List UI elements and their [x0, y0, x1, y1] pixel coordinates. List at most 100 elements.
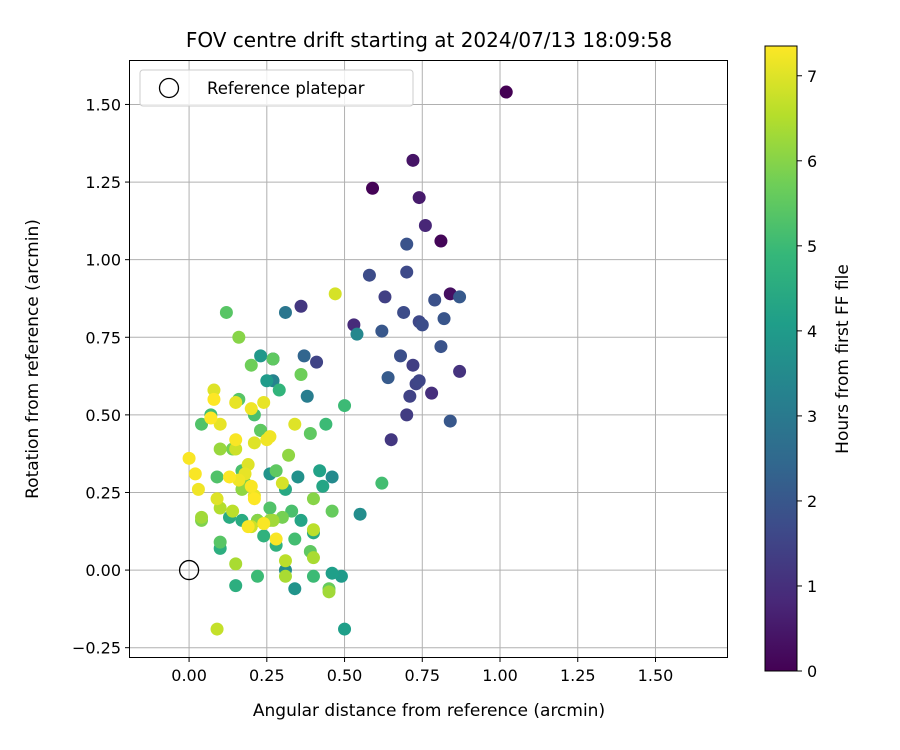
data-point [381, 371, 395, 385]
data-point [294, 513, 308, 527]
grid-lines [130, 61, 727, 657]
y-tick-label: −0.25 [72, 639, 121, 658]
data-point [338, 399, 352, 413]
data-point [260, 374, 274, 388]
data-point [412, 191, 426, 205]
data-point [300, 389, 314, 403]
data-point [247, 436, 261, 450]
data-point [250, 569, 264, 583]
data-point [378, 290, 392, 304]
reference-marker-layer [178, 559, 200, 581]
data-point [322, 585, 336, 599]
data-point [213, 417, 227, 431]
data-point [244, 402, 258, 416]
data-point [195, 417, 209, 431]
x-tick-label: 0.50 [327, 666, 363, 685]
x-tick-label: 0.00 [171, 666, 207, 685]
data-point [415, 318, 429, 332]
legend-reference-marker [158, 77, 180, 99]
data-point [400, 237, 414, 251]
data-point [257, 517, 271, 531]
data-point [229, 557, 243, 571]
data-point [328, 287, 342, 301]
y-tick-label: 0.50 [85, 406, 121, 425]
data-point [394, 349, 408, 363]
data-point [272, 383, 286, 397]
colorbar-tick-label: 7 [807, 67, 817, 86]
data-point [266, 352, 280, 366]
data-point [219, 305, 233, 319]
y-tick-label: 1.50 [85, 95, 121, 114]
data-point [425, 386, 439, 400]
colorbar-tick-label: 4 [807, 322, 817, 341]
data-point [188, 467, 202, 481]
x-tick-label: 0.25 [249, 666, 285, 685]
data-point [195, 510, 209, 524]
data-point [213, 535, 227, 549]
y-axis-label: Rotation from reference (arcmin) [23, 219, 43, 499]
colorbar-tick-label: 3 [807, 407, 817, 426]
data-point [453, 290, 467, 304]
data-point [226, 504, 240, 518]
data-point [306, 569, 320, 583]
data-point [269, 532, 283, 546]
data-point [313, 464, 327, 478]
data-point [325, 566, 339, 580]
data-point [285, 504, 299, 518]
data-point [443, 414, 457, 428]
x-tick-label: 1.50 [638, 666, 674, 685]
x-axis-label: Angular distance from reference (arcmin) [253, 701, 605, 721]
data-point [306, 492, 320, 506]
plot-frame [129, 60, 728, 658]
data-point [210, 470, 224, 484]
data-point [406, 358, 420, 372]
data-point [434, 340, 448, 354]
data-point [294, 299, 308, 313]
data-point [263, 430, 277, 444]
data-point [244, 479, 258, 493]
data-point [207, 383, 221, 397]
data-point [269, 464, 283, 478]
legend-label-reference-platepar: Reference platepar [207, 79, 365, 98]
data-point [288, 532, 302, 546]
y-tick-label: 1.00 [85, 251, 121, 270]
data-point [375, 324, 389, 338]
data-point [310, 355, 324, 369]
data-point [263, 501, 277, 515]
data-point [418, 219, 432, 233]
data-point [229, 442, 243, 456]
data-point [400, 408, 414, 422]
colorbar-tick-label: 6 [807, 152, 817, 171]
data-point [325, 470, 339, 484]
data-point [275, 476, 289, 490]
colorbar-tick-label: 5 [807, 237, 817, 256]
data-point [291, 470, 305, 484]
data-point [325, 504, 339, 518]
y-tick-label: 1.25 [85, 173, 121, 192]
data-point [362, 268, 376, 282]
y-tick-label: 0.25 [85, 483, 121, 502]
data-point [278, 569, 292, 583]
x-tick-label: 1.25 [560, 666, 596, 685]
data-point [319, 417, 333, 431]
data-point [297, 349, 311, 363]
data-point [353, 507, 367, 521]
data-point [241, 520, 255, 534]
data-point [282, 448, 296, 462]
x-tick-label: 0.75 [404, 666, 440, 685]
data-point [400, 265, 414, 279]
data-point [403, 389, 417, 403]
data-points [182, 85, 513, 636]
colorbar-label: Hours from first FF file [833, 264, 853, 454]
data-point [223, 470, 236, 484]
data-point [406, 153, 420, 167]
data-point [306, 523, 320, 537]
data-point [257, 395, 271, 409]
data-point [288, 417, 302, 431]
data-point [254, 423, 268, 437]
data-point [303, 427, 317, 440]
x-tick-label: 1.00 [482, 666, 518, 685]
data-point [207, 392, 221, 406]
data-point [232, 330, 246, 344]
data-point [397, 305, 411, 319]
